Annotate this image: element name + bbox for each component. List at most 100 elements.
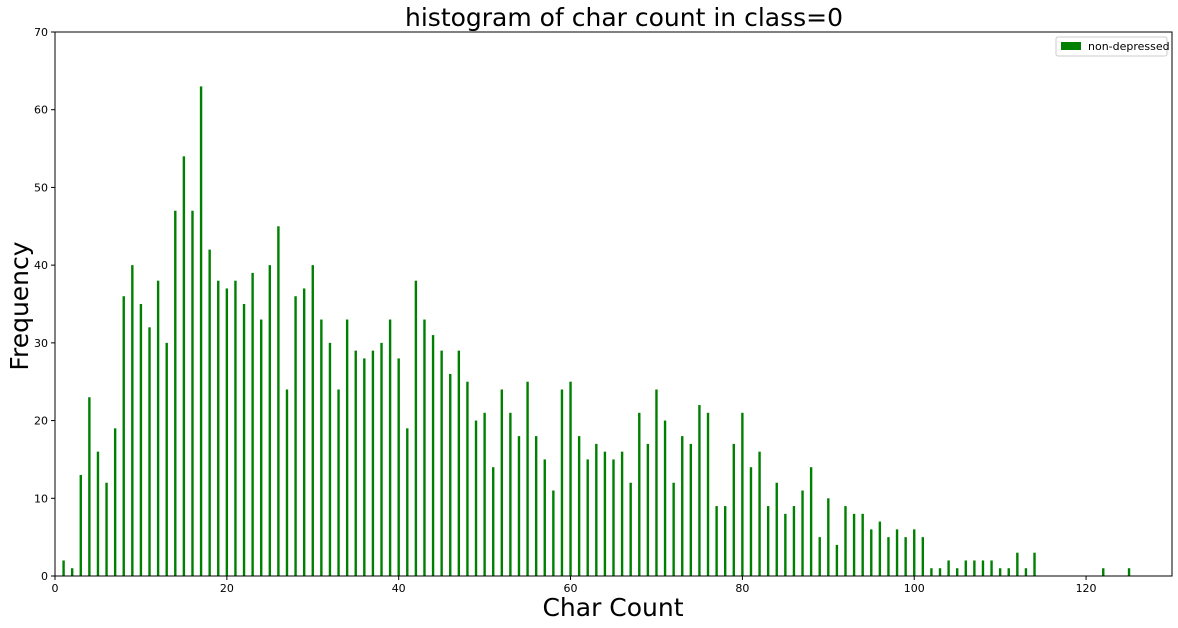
y-tick-label: 0	[41, 570, 48, 583]
histogram-bar	[861, 513, 864, 576]
bars-group	[62, 86, 1131, 577]
histogram-bar	[1016, 552, 1019, 576]
histogram-bar	[509, 412, 512, 576]
histogram-bar	[827, 498, 830, 576]
histogram-bar	[818, 537, 821, 576]
histogram-bar	[1007, 568, 1010, 576]
histogram-bar	[191, 210, 194, 577]
histogram-bar	[569, 381, 572, 576]
histogram-bar	[629, 482, 632, 576]
histogram-bar	[345, 319, 349, 576]
histogram-bar	[457, 350, 461, 576]
histogram-bar	[131, 265, 134, 576]
legend-box	[1055, 36, 1168, 57]
histogram-bar	[517, 436, 521, 576]
histogram-bar	[724, 506, 727, 576]
histogram-bar	[337, 389, 340, 576]
y-tick-label: 70	[34, 26, 48, 39]
histogram-bar	[431, 335, 435, 576]
y-tick-label: 40	[34, 259, 48, 272]
histogram-bar	[852, 513, 856, 576]
histogram-bar	[981, 560, 985, 576]
histogram-bar	[973, 560, 976, 576]
histogram-bar	[397, 358, 400, 576]
legend-swatch	[1061, 42, 1081, 50]
histogram-bar	[70, 568, 74, 576]
histogram-bar	[809, 467, 813, 576]
y-tick-label: 60	[34, 104, 48, 117]
y-axis-label: Frequency	[5, 241, 34, 370]
histogram-bar	[294, 296, 297, 576]
histogram-bar	[577, 436, 581, 576]
histogram-bar	[1102, 568, 1105, 576]
histogram-bar	[534, 436, 538, 576]
histogram-bar	[698, 405, 701, 576]
histogram-bar	[552, 490, 555, 576]
histogram-bar	[672, 482, 675, 576]
histogram-bar	[260, 319, 263, 576]
histogram-bar	[681, 436, 684, 576]
histogram-bar	[363, 358, 366, 576]
histogram-bar	[165, 342, 168, 576]
y-tick-label: 20	[34, 415, 48, 428]
histogram-bar	[801, 490, 804, 576]
histogram-bar	[500, 389, 503, 576]
histogram-bar	[870, 529, 873, 576]
histogram-bar	[646, 443, 650, 576]
histogram-bar	[96, 451, 100, 576]
histogram-bar	[964, 560, 967, 576]
histogram-bar	[706, 412, 710, 576]
histogram-bar	[466, 381, 469, 576]
y-tick-label: 50	[34, 181, 48, 194]
histogram-bar	[268, 265, 272, 576]
plot-frame	[54, 31, 1173, 577]
histogram-bar	[440, 350, 443, 576]
legend-label: non-depressed	[1088, 40, 1170, 53]
histogram-bar	[277, 226, 280, 577]
histogram-bar	[1033, 552, 1036, 576]
histogram-bar	[990, 560, 993, 576]
histogram-bar	[792, 506, 796, 576]
histogram-bar	[423, 319, 426, 576]
histogram-bar	[380, 342, 383, 576]
histogram-bar	[354, 350, 357, 576]
histogram-bar	[741, 412, 744, 576]
histogram-bar	[766, 506, 770, 576]
x-tick-label: 60	[564, 582, 578, 595]
histogram-bar	[526, 381, 529, 576]
histogram-bar	[715, 506, 718, 576]
histogram-bar	[620, 451, 624, 576]
histogram-bar	[88, 397, 91, 576]
histogram-bar	[775, 482, 778, 576]
histogram-bar	[414, 280, 418, 576]
histogram-bar	[199, 86, 203, 577]
histogram-bar	[835, 544, 839, 576]
chart-title: histogram of char count in class=0	[405, 3, 843, 32]
histogram-bar	[156, 280, 160, 576]
histogram-bar	[749, 467, 753, 576]
x-axis-ticks: 0 20 40 60 80 100 120	[52, 576, 1097, 595]
histogram-bar	[449, 373, 452, 576]
histogram-bar	[113, 428, 117, 576]
histogram-bar	[603, 451, 607, 576]
histogram-bar	[148, 327, 151, 576]
histogram-bar	[79, 474, 82, 576]
histogram-bar	[388, 319, 392, 576]
histogram-bar	[938, 568, 942, 576]
histogram-bar	[1127, 568, 1131, 576]
histogram-bar	[663, 420, 667, 576]
histogram-bar	[1024, 568, 1028, 576]
histogram-bar	[174, 210, 177, 577]
histogram-bar	[208, 249, 211, 576]
histogram-bar	[251, 272, 254, 576]
histogram-bar	[921, 537, 925, 576]
histogram-bar	[302, 288, 306, 576]
histogram-bar	[689, 443, 693, 576]
histogram-bar	[182, 156, 186, 576]
x-tick-label: 40	[392, 582, 406, 595]
x-tick-label: 80	[735, 582, 749, 595]
histogram-bar	[895, 529, 899, 576]
x-tick-label: 120	[1076, 582, 1097, 595]
histogram-bar	[887, 537, 890, 576]
